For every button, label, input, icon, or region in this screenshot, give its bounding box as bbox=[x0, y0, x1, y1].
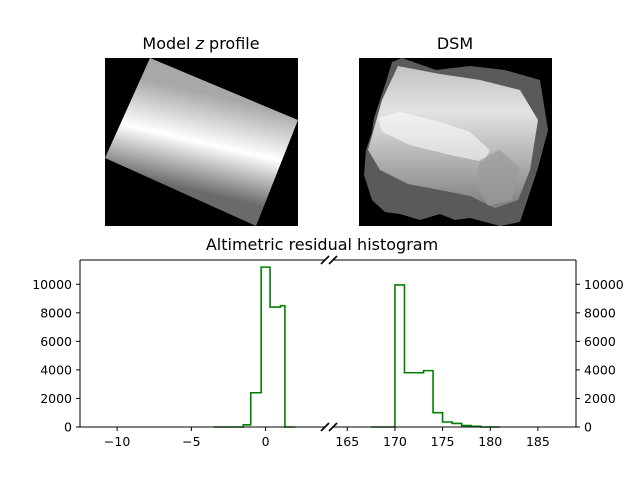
dsm-title: DSM bbox=[437, 34, 473, 53]
axis-break-mark-3 bbox=[328, 422, 338, 432]
model-profile-title: Model z profile bbox=[142, 34, 259, 53]
y-tick-label-left-2000: 2000 bbox=[40, 391, 72, 406]
x-tick-label-right-170: 170 bbox=[383, 434, 407, 449]
axis-break-mark-1 bbox=[320, 422, 330, 432]
x-tick-label-right-175: 175 bbox=[431, 434, 455, 449]
model-profile-image bbox=[105, 58, 298, 226]
histogram-left-series bbox=[213, 266, 296, 428]
y-tick-label-left-0: 0 bbox=[64, 420, 72, 435]
x-tick-label-left-0: 0 bbox=[262, 434, 270, 449]
x-tick-label-left--10: −10 bbox=[104, 434, 130, 449]
y-tick-label-right-10000: 10000 bbox=[584, 277, 624, 292]
x-tick-label-left--5: −5 bbox=[182, 434, 200, 449]
y-tick-label-left-4000: 4000 bbox=[40, 362, 72, 377]
dsm-image bbox=[359, 58, 552, 226]
x-tick-label-right-185: 185 bbox=[526, 434, 550, 449]
y-tick-label-left-10000: 10000 bbox=[32, 277, 72, 292]
y-tick-label-right-2000: 2000 bbox=[584, 391, 616, 406]
x-tick-label-right-180: 180 bbox=[478, 434, 502, 449]
axis-break-mark-0 bbox=[320, 255, 330, 265]
axis-break-mark-2 bbox=[328, 255, 338, 265]
y-tick-label-right-8000: 8000 bbox=[584, 305, 616, 320]
y-tick-label-right-0: 0 bbox=[584, 420, 592, 435]
histogram-title: Altimetric residual histogram bbox=[206, 235, 438, 254]
y-tick-label-left-8000: 8000 bbox=[40, 305, 72, 320]
y-tick-label-left-6000: 6000 bbox=[40, 334, 72, 349]
y-tick-label-right-4000: 4000 bbox=[584, 362, 616, 377]
histogram: 0 0 2000 2000 4000 4000 6000 6000 8000 8000 10000 1… bbox=[32, 255, 624, 449]
histogram-right-series bbox=[371, 284, 500, 428]
y-tick-label-right-6000: 6000 bbox=[584, 334, 616, 349]
x-tick-label-right-165: 165 bbox=[335, 434, 359, 449]
